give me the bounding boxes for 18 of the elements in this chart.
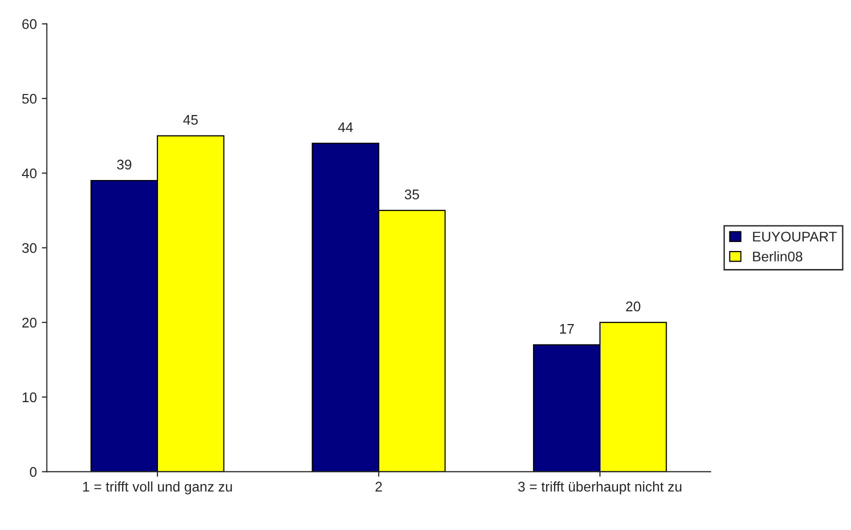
- y-tick-label: 40: [22, 168, 37, 178]
- data-label: 44: [338, 122, 353, 132]
- y-tick-label: 20: [22, 318, 37, 328]
- data-label: 17: [560, 324, 574, 334]
- data-label: 45: [183, 115, 198, 125]
- y-tick-label: 30: [22, 243, 37, 253]
- legend-label: Berlin08: [753, 251, 802, 262]
- x-tick-label: 3 = trifft überhaupt nicht zu: [518, 481, 682, 494]
- y-tick-label: 60: [22, 19, 37, 30]
- legend-label: EUYOUPART: [753, 232, 837, 242]
- data-label: 35: [404, 190, 420, 200]
- data-label: 20: [626, 302, 640, 312]
- data-label: 39: [117, 160, 132, 170]
- y-tick-label: 10: [22, 392, 37, 402]
- x-tick-label: 1 = trifft voll und ganz zu: [83, 481, 232, 494]
- x-tick-label: 2: [376, 482, 382, 492]
- y-tick-label: 0: [30, 467, 37, 477]
- y-tick-label: 50: [22, 94, 37, 104]
